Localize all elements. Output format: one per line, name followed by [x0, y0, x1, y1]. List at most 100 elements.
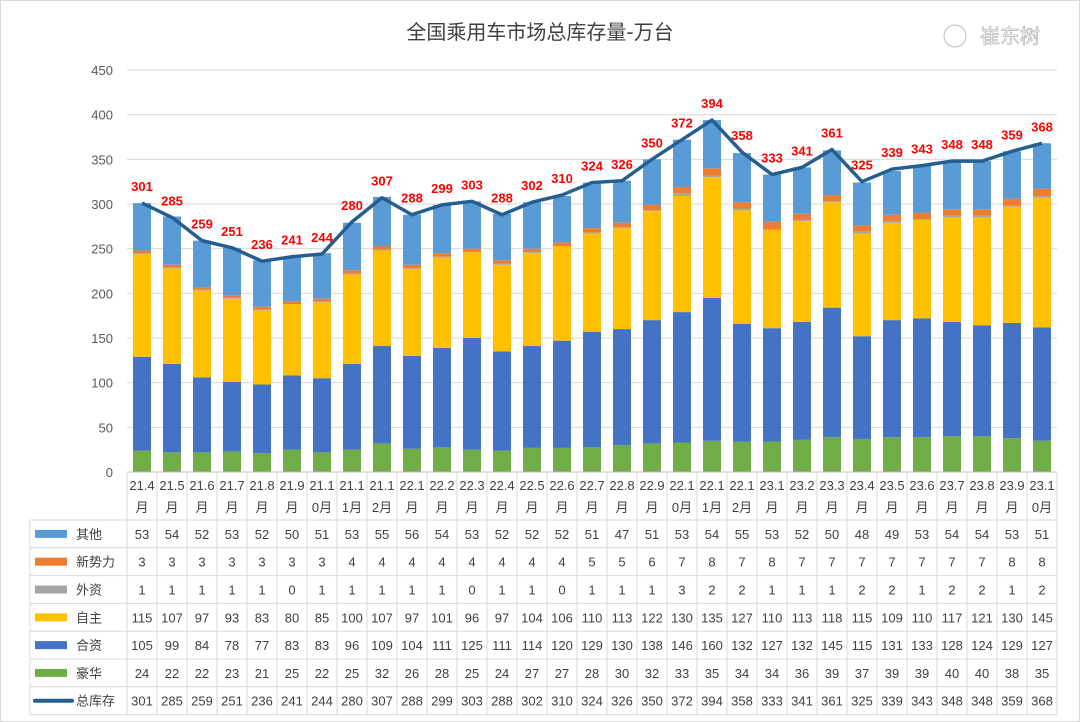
table-cell: 85 [315, 610, 329, 625]
bar-segment-合资 [553, 340, 571, 448]
data-label-total: 280 [341, 198, 363, 213]
category-label-line: 23.5 [879, 478, 904, 493]
bar-segment-合资 [403, 355, 421, 449]
table-cell: 259 [191, 694, 213, 709]
table-cell: 27 [555, 666, 569, 681]
table-cell: 368 [1031, 694, 1053, 709]
table-cell: 4 [348, 555, 355, 570]
table-cell: 117 [942, 610, 963, 625]
bar-segment-自主 [823, 202, 841, 308]
bar-segment-豪华 [1003, 438, 1021, 472]
bar-segment-合资 [1003, 322, 1021, 439]
bar-segment-自主 [403, 269, 421, 356]
category-label-line: 月 [885, 500, 898, 515]
table-cell: 51 [585, 527, 599, 542]
bar-segment-外资 [913, 219, 931, 221]
bar-segment-新势力 [643, 204, 661, 211]
legend-label: 合资 [76, 638, 102, 653]
table-cell: 8 [1008, 555, 1015, 570]
data-label-total: 343 [911, 142, 933, 157]
category-label-line: 21.7 [219, 478, 244, 493]
table-cell: 54 [705, 527, 719, 542]
bar-segment-自主 [1033, 197, 1051, 328]
category-label-line: 2月 [372, 500, 392, 515]
table-cell: 361 [821, 694, 843, 709]
table-cell: 53 [1005, 527, 1019, 542]
data-label-total: 285 [161, 193, 183, 208]
table-cell: 145 [1031, 610, 1053, 625]
bar-segment-合资 [673, 312, 691, 443]
category-label: 22.8 月 [609, 478, 634, 515]
category-label-line: 2月 [732, 500, 752, 515]
category-label-line: 月 [645, 500, 658, 515]
table-cell: 127 [731, 610, 753, 625]
table-cell: 101 [431, 610, 453, 625]
bar-segment-自主 [493, 264, 511, 352]
bar-segment-新势力 [163, 264, 181, 268]
bar-segment-新势力 [223, 295, 241, 298]
table-cell: 301 [131, 694, 153, 709]
table-cell: 3 [258, 555, 265, 570]
bar-segment-自主 [583, 233, 601, 332]
category-label-line: 0月 [672, 500, 692, 515]
category-label: 21.6 月 [189, 478, 214, 515]
table-cell: 53 [675, 527, 689, 542]
category-label-line: 月 [765, 500, 778, 515]
table-cell: 56 [405, 527, 419, 542]
category-label-line: 月 [435, 500, 448, 515]
table-cell: 22 [195, 666, 209, 681]
bar-segment-外资 [613, 227, 631, 229]
bar-segment-外资 [433, 256, 451, 258]
bar-segment-其他 [583, 182, 601, 229]
bar-segment-外资 [733, 208, 751, 211]
table-cell: 111 [432, 638, 452, 653]
table-cell: 285 [161, 694, 183, 709]
table-cell: 333 [761, 694, 783, 709]
bar-segment-其他 [373, 196, 391, 246]
table-cell: 53 [915, 527, 929, 542]
category-label: 23.7 月 [939, 478, 964, 515]
category-label-line: 0月 [1032, 500, 1052, 515]
table-cell: 251 [221, 694, 243, 709]
bar-segment-新势力 [463, 248, 481, 253]
table-cell: 236 [251, 694, 273, 709]
table-cell: 4 [378, 555, 385, 570]
bar-segment-合资 [133, 356, 151, 451]
bar-segment-合资 [433, 347, 451, 447]
bar-segment-自主 [613, 228, 631, 330]
table-cell: 6 [648, 555, 655, 570]
table-cell: 24 [495, 666, 509, 681]
table-cell: 348 [971, 694, 993, 709]
bar-segment-自主 [793, 220, 811, 322]
table-cell: 83 [315, 638, 329, 653]
table-cell: 26 [405, 666, 419, 681]
bar-segment-其他 [673, 139, 691, 188]
bar-segment-合资 [313, 378, 331, 453]
bar-segment-自主 [433, 257, 451, 348]
category-label-line: 23.6 [909, 478, 934, 493]
bar-segment-其他 [883, 170, 901, 215]
table-cell: 1 [348, 583, 355, 598]
table-cell: 52 [555, 527, 569, 542]
data-label-total: 341 [791, 143, 813, 158]
table-cell: 115 [852, 638, 873, 653]
legend-label: 外资 [76, 583, 102, 598]
table-cell: 52 [255, 527, 269, 542]
bar-segment-合资 [373, 346, 391, 444]
bar-segment-新势力 [763, 221, 781, 230]
table-cell: 96 [465, 610, 479, 625]
table-cell: 54 [435, 527, 449, 542]
bar-segment-合资 [883, 320, 901, 438]
table-cell: 37 [855, 666, 869, 681]
table-cell: 83 [255, 610, 269, 625]
bar-segment-豪华 [793, 439, 811, 472]
table-cell: 1 [138, 583, 145, 598]
bar-segment-豪华 [433, 446, 451, 472]
table-cell: 299 [431, 694, 453, 709]
table-cell: 30 [615, 666, 629, 681]
bar-segment-外资 [373, 249, 391, 251]
category-label: 21.7 月 [219, 478, 244, 515]
category-label-line: 23.8 [969, 478, 994, 493]
table-cell: 132 [731, 638, 753, 653]
bar-segment-合资 [523, 346, 541, 448]
